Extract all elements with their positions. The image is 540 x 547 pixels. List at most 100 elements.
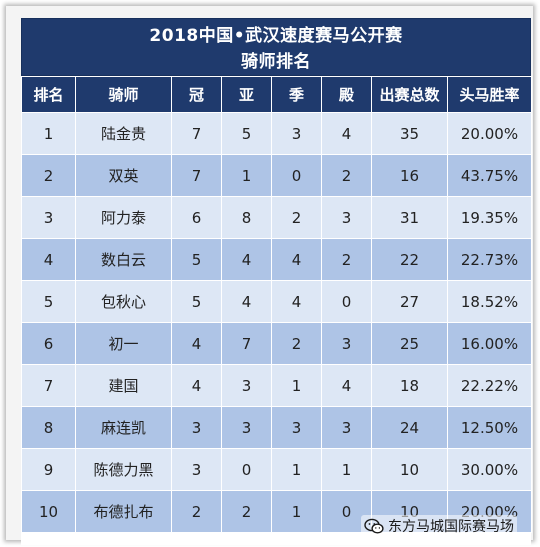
cell-win-rate: 16.00% <box>447 322 532 365</box>
title-block: 2018中国•武汉速度赛马公开赛 骑师排名 <box>21 18 531 76</box>
cell-rank: 6 <box>21 322 76 365</box>
cell-rank: 7 <box>21 364 76 407</box>
cell-jockey: 包秋心 <box>75 280 172 323</box>
header-total-races: 出赛总数 <box>371 76 448 113</box>
cell-first: 4 <box>171 364 222 407</box>
cell-first: 2 <box>171 490 222 533</box>
cell-total-races: 35 <box>371 112 448 155</box>
cell-fourth: 2 <box>321 154 372 197</box>
image-frame: 2018中国•武汉速度赛马公开赛 骑师排名 排名 骑师 冠 亚 <box>6 6 533 545</box>
cell-first: 3 <box>171 406 222 449</box>
table-row: 6 初一 4 7 2 3 25 16.00% <box>21 322 532 365</box>
cell-jockey: 麻连凯 <box>75 406 172 449</box>
cell-rank: 1 <box>21 112 76 155</box>
ranking-sheet: 2018中国•武汉速度赛马公开赛 骑师排名 排名 骑师 冠 亚 <box>21 18 532 545</box>
cell-fourth: 0 <box>321 280 372 323</box>
cell-jockey: 陆金贵 <box>75 112 172 155</box>
cell-first: 4 <box>171 322 222 365</box>
table-row: 3 阿力泰 6 8 2 3 31 19.35% <box>21 196 532 239</box>
cell-jockey: 建国 <box>75 364 172 407</box>
table-title: 骑师排名 <box>241 52 311 72</box>
cell-first: 5 <box>171 238 222 281</box>
cell-second: 4 <box>221 238 272 281</box>
cell-second: 5 <box>221 112 272 155</box>
table-row: 7 建国 4 3 1 4 18 22.22% <box>21 364 532 407</box>
watermark-text: 东方马城国际赛马场 <box>388 519 514 535</box>
table-row: 2 双英 7 1 0 2 16 43.75% <box>21 154 532 197</box>
cell-total-races: 10 <box>371 448 448 491</box>
cell-rank: 2 <box>21 154 76 197</box>
cell-win-rate: 22.73% <box>447 238 532 281</box>
watermark: 东方马城国际赛马场 <box>361 515 517 537</box>
cell-win-rate: 30.00% <box>447 448 532 491</box>
header-third: 季 <box>271 76 322 113</box>
cell-second: 1 <box>221 154 272 197</box>
cell-first: 7 <box>171 112 222 155</box>
cell-win-rate: 20.00% <box>447 112 532 155</box>
cell-total-races: 16 <box>371 154 448 197</box>
cell-second: 0 <box>221 448 272 491</box>
cell-total-races: 25 <box>371 322 448 365</box>
header-fourth: 殿 <box>321 76 372 113</box>
table-row: 1 陆金贵 7 5 3 4 35 20.00% <box>21 112 532 155</box>
cell-second: 2 <box>221 490 272 533</box>
cell-rank: 9 <box>21 448 76 491</box>
wechat-icon <box>364 518 384 535</box>
cell-second: 4 <box>221 280 272 323</box>
cell-fourth: 3 <box>321 322 372 365</box>
cell-fourth: 4 <box>321 364 372 407</box>
cell-first: 7 <box>171 154 222 197</box>
cell-total-races: 24 <box>371 406 448 449</box>
cell-third: 3 <box>271 406 322 449</box>
cell-second: 3 <box>221 406 272 449</box>
cell-second: 7 <box>221 322 272 365</box>
cell-total-races: 31 <box>371 196 448 239</box>
cell-rank: 5 <box>21 280 76 323</box>
jockey-ranking-table: 排名 骑师 冠 亚 季 殿 出赛总数 头马胜率 1 陆金贵 7 5 3 4 35 20.00%… <box>21 76 532 533</box>
cell-total-races: 18 <box>371 364 448 407</box>
header-row: 排名 骑师 冠 亚 季 殿 出赛总数 头马胜率 <box>21 76 532 113</box>
cell-win-rate: 43.75% <box>447 154 532 197</box>
table-row: 8 麻连凯 3 3 3 3 24 12.50% <box>21 406 532 449</box>
cell-jockey: 布德扎布 <box>75 490 172 533</box>
cell-win-rate: 12.50% <box>447 406 532 449</box>
cell-rank: 3 <box>21 196 76 239</box>
cell-third: 2 <box>271 196 322 239</box>
cell-jockey: 初一 <box>75 322 172 365</box>
cell-second: 3 <box>221 364 272 407</box>
cell-total-races: 22 <box>371 238 448 281</box>
header-win-rate: 头马胜率 <box>447 76 532 113</box>
cell-third: 0 <box>271 154 322 197</box>
cell-third: 1 <box>271 490 322 533</box>
cell-third: 2 <box>271 322 322 365</box>
cell-rank: 8 <box>21 406 76 449</box>
cell-fourth: 3 <box>321 196 372 239</box>
cell-win-rate: 18.52% <box>447 280 532 323</box>
cell-third: 1 <box>271 364 322 407</box>
cell-total-races: 27 <box>371 280 448 323</box>
cell-jockey: 阿力泰 <box>75 196 172 239</box>
cell-first: 5 <box>171 280 222 323</box>
cell-first: 6 <box>171 196 222 239</box>
header-jockey: 骑师 <box>75 76 172 113</box>
cell-first: 3 <box>171 448 222 491</box>
table-row: 4 数白云 5 4 4 2 22 22.73% <box>21 238 532 281</box>
table-row: 9 陈德力黑 3 0 1 1 10 30.00% <box>21 448 532 491</box>
cell-rank: 4 <box>21 238 76 281</box>
table-row: 5 包秋心 5 4 4 0 27 18.52% <box>21 280 532 323</box>
cell-fourth: 3 <box>321 406 372 449</box>
cell-win-rate: 19.35% <box>447 196 532 239</box>
cell-fourth: 4 <box>321 112 372 155</box>
cell-jockey: 陈德力黑 <box>75 448 172 491</box>
cell-third: 4 <box>271 238 322 281</box>
cell-third: 4 <box>271 280 322 323</box>
event-title: 2018中国•武汉速度赛马公开赛 <box>149 26 403 46</box>
cell-second: 8 <box>221 196 272 239</box>
header-first: 冠 <box>171 76 222 113</box>
cell-third: 1 <box>271 448 322 491</box>
cell-jockey: 数白云 <box>75 238 172 281</box>
header-second: 亚 <box>221 76 272 113</box>
cell-win-rate: 22.22% <box>447 364 532 407</box>
cell-third: 3 <box>271 112 322 155</box>
header-rank: 排名 <box>21 76 76 113</box>
